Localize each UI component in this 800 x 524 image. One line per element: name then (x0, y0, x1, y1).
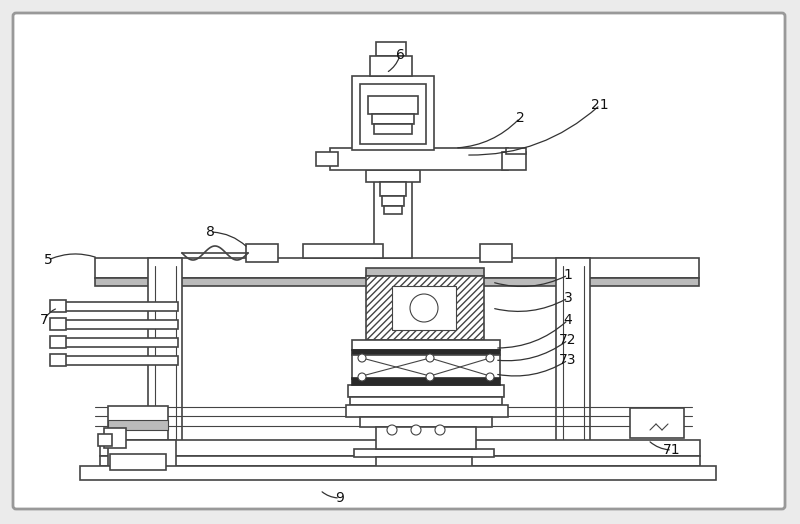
Bar (50, 336, 66, 348)
Bar (108, 420, 168, 430)
Bar (382, 196, 404, 206)
Bar (303, 244, 383, 258)
Bar (95, 278, 699, 286)
Text: 2: 2 (516, 111, 524, 125)
Bar (50, 318, 66, 330)
Bar (352, 76, 434, 150)
Bar (148, 258, 182, 454)
Circle shape (426, 373, 434, 381)
Bar (392, 286, 456, 330)
Bar (376, 457, 472, 469)
Bar (104, 428, 126, 448)
Circle shape (387, 425, 397, 435)
Bar (346, 405, 508, 417)
Circle shape (358, 373, 366, 381)
Bar (98, 434, 112, 446)
Bar (352, 355, 500, 379)
FancyBboxPatch shape (13, 13, 785, 509)
Text: 72: 72 (559, 333, 577, 347)
Bar (348, 385, 504, 397)
Text: 9: 9 (335, 491, 345, 505)
Bar (630, 408, 684, 438)
Text: 4: 4 (564, 313, 572, 327)
Bar (100, 440, 700, 456)
Text: 5: 5 (44, 253, 52, 267)
Bar (354, 449, 494, 457)
Bar (62, 338, 178, 347)
Bar (352, 340, 500, 350)
Circle shape (410, 294, 438, 322)
Bar (384, 206, 402, 214)
Bar (110, 454, 166, 470)
Bar (556, 258, 590, 454)
Text: 1: 1 (563, 268, 573, 282)
Bar (62, 356, 178, 365)
Bar (368, 96, 418, 114)
Bar (366, 268, 484, 276)
Bar (374, 124, 412, 134)
Circle shape (411, 425, 421, 435)
Text: 7: 7 (40, 313, 48, 327)
Circle shape (486, 373, 494, 381)
Bar (374, 170, 412, 258)
Bar (352, 378, 500, 385)
Bar (366, 170, 420, 182)
Bar (376, 42, 406, 56)
Bar (502, 152, 526, 170)
Bar (506, 148, 526, 154)
Bar (246, 244, 278, 262)
Bar (360, 84, 426, 144)
Circle shape (426, 354, 434, 362)
Bar (108, 406, 168, 442)
Circle shape (435, 425, 445, 435)
Bar (330, 148, 508, 170)
Circle shape (486, 354, 494, 362)
Bar (80, 466, 716, 480)
Text: 6: 6 (395, 48, 405, 62)
Text: 21: 21 (591, 98, 609, 112)
Text: 3: 3 (564, 291, 572, 305)
Bar (480, 244, 512, 262)
Bar (316, 152, 338, 166)
Bar (352, 350, 500, 355)
Bar (372, 114, 414, 124)
Text: 73: 73 (559, 353, 577, 367)
Bar (62, 320, 178, 329)
Bar (108, 440, 176, 474)
Bar (380, 182, 406, 196)
Bar (50, 300, 66, 312)
Bar (360, 417, 492, 427)
Bar (370, 56, 412, 76)
Text: 8: 8 (206, 225, 214, 239)
Bar (50, 354, 66, 366)
Bar (350, 397, 502, 405)
Bar (62, 302, 178, 311)
Circle shape (358, 354, 366, 362)
Bar (366, 276, 484, 340)
Bar (100, 456, 700, 466)
Bar (376, 427, 476, 449)
Bar (95, 258, 699, 278)
Text: 71: 71 (663, 443, 681, 457)
